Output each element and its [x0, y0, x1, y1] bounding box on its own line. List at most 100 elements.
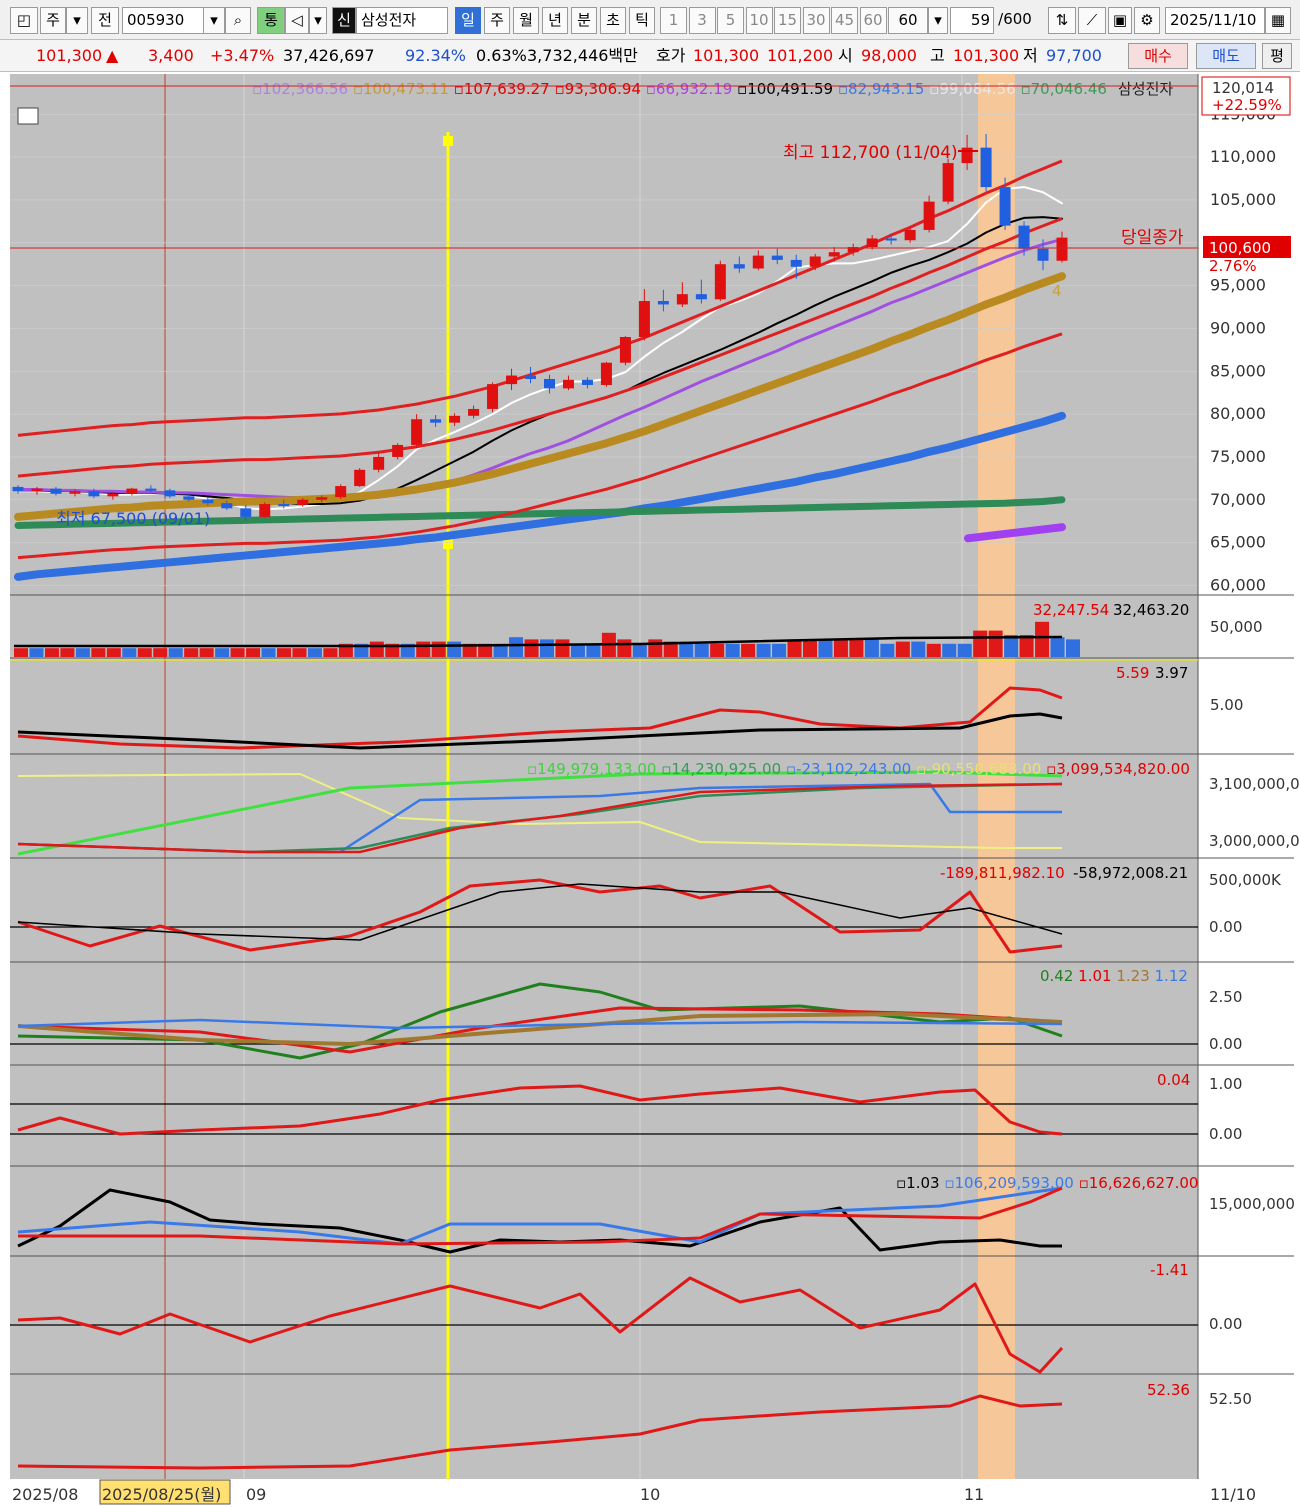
- price-tick-label: 70,000: [1210, 490, 1266, 509]
- date-input[interactable]: 2025/11/10: [1165, 7, 1265, 34]
- close-label: 당일종가: [1121, 228, 1184, 248]
- price-tick-label: 90,000: [1210, 318, 1266, 337]
- volume-bar: [1066, 639, 1080, 657]
- window-icon[interactable]: ◰: [10, 7, 38, 34]
- panel8-blue-line: [17, 1186, 1063, 1246]
- header-value: ▫107,639.27: [449, 80, 550, 98]
- interval-button[interactable]: 60: [859, 7, 887, 34]
- line-tool-icon[interactable]: ⟋: [1078, 7, 1106, 34]
- header-value: ▫99,084.56: [924, 80, 1015, 98]
- interval-button[interactable]: 30: [802, 7, 830, 34]
- period-tab[interactable]: 일: [455, 7, 481, 34]
- volume-bar: [199, 648, 214, 657]
- panel6-values: 0.42 1.01 1.23 1.12: [1040, 967, 1188, 985]
- low-label: 저: [1023, 46, 1038, 65]
- ma-line-ma-20: [16, 237, 1064, 501]
- header-value: ▫-23,102,243.00: [781, 760, 911, 778]
- panel8-black-line: [17, 1188, 1062, 1254]
- ma-line-ma-5: [17, 186, 1063, 511]
- candle-body: [221, 503, 233, 509]
- interval-button[interactable]: 10: [745, 7, 773, 34]
- panel10-axis-tick: 52.50: [1209, 1390, 1252, 1408]
- open-price: 98,000: [861, 46, 917, 65]
- save-icon[interactable]: ▣: [1108, 7, 1132, 34]
- market-type-button[interactable]: 주: [40, 7, 66, 34]
- panel5-value-1: -189,811,982.10: [940, 864, 1065, 882]
- volume-bar: [416, 641, 431, 657]
- panel8-red-line: [18, 1186, 1063, 1246]
- calendar-icon[interactable]: ▦: [1265, 7, 1291, 34]
- volume-bar: [942, 643, 957, 657]
- panel5-axis-tick-1: 500,000K: [1209, 871, 1282, 889]
- count-input[interactable]: 59: [950, 7, 994, 34]
- chevron-down-icon[interactable]: ▾: [203, 7, 225, 34]
- volume-bar: [540, 639, 554, 657]
- close-box: [1203, 236, 1291, 258]
- volume-bar: [447, 641, 462, 657]
- chart-tool-icon[interactable]: ⇅: [1048, 7, 1076, 34]
- interval-button[interactable]: 5: [717, 7, 744, 34]
- volume-bar: [493, 643, 508, 657]
- candle-body: [714, 264, 726, 300]
- chevron-down-icon[interactable]: ▾: [928, 7, 948, 34]
- candle-body: [449, 415, 461, 423]
- search-icon[interactable]: ⌕: [225, 7, 251, 34]
- panel3-black-line: [17, 712, 1063, 750]
- tong-button[interactable]: 통: [257, 7, 285, 34]
- volume-bar: [555, 639, 570, 657]
- period-tab[interactable]: 틱: [629, 7, 655, 34]
- stock-name[interactable]: 삼성전자: [356, 7, 448, 34]
- panel4-yellow-line: [17, 773, 1062, 849]
- header-value: 1.01: [1073, 967, 1111, 985]
- code-input[interactable]: 005930: [122, 7, 204, 34]
- price-tick-label: 95,000: [1210, 276, 1266, 295]
- current-price: 101,300: [36, 46, 103, 65]
- projection-line: [964, 523, 1066, 543]
- candle-body: [240, 508, 252, 517]
- speaker-icon[interactable]: ◁: [285, 7, 309, 34]
- volume-bar: [137, 648, 152, 657]
- candle-body: [676, 294, 688, 305]
- price-tick-label: 65,000: [1210, 533, 1266, 552]
- chevron-down-icon[interactable]: ▾: [309, 7, 327, 34]
- period-tab[interactable]: 주: [484, 7, 510, 34]
- header-value: 1.12: [1150, 967, 1188, 985]
- candle-body: [506, 375, 518, 385]
- date-axis: 2025/08 2025/08/25(월) 09 10 11 11/10: [12, 1479, 1256, 1505]
- period-tab[interactable]: 초: [600, 7, 626, 34]
- price-tick-label: 75,000: [1210, 447, 1266, 466]
- volume-ma-line: [14, 635, 1063, 648]
- period-tab[interactable]: 분: [571, 7, 597, 34]
- header-value: ▫1.03: [896, 1174, 940, 1192]
- interval-button[interactable]: 3: [688, 7, 716, 34]
- gear-icon[interactable]: ⚙: [1134, 7, 1160, 34]
- interval-button[interactable]: 15: [774, 7, 801, 34]
- volume: 37,426,697: [283, 46, 375, 65]
- avg-button[interactable]: 평: [1262, 43, 1292, 69]
- prev-button[interactable]: 전: [91, 7, 119, 34]
- period-tab[interactable]: 월: [513, 7, 539, 34]
- volume-bar: [168, 648, 183, 657]
- panel7-red-line: [17, 1084, 1063, 1136]
- volume-bar: [818, 639, 833, 657]
- header-value: ▫93,306.94: [550, 80, 641, 98]
- candle-body: [50, 488, 62, 494]
- high-annotation: 최고 112,700 (11/04): [783, 143, 958, 163]
- interval-button[interactable]: 1: [660, 7, 687, 34]
- volume-bar: [895, 641, 910, 657]
- interval-select[interactable]: 60: [888, 7, 928, 34]
- candle-body: [847, 247, 859, 253]
- yellow-marker-bottom: [443, 539, 453, 549]
- candle-body: [771, 255, 783, 260]
- chevron-down-icon[interactable]: ▾: [66, 7, 88, 34]
- chart-area[interactable]: 115,000110,000105,000100,00095,00090,000…: [0, 72, 1300, 1507]
- buy-button[interactable]: 매수: [1128, 43, 1188, 69]
- sell-button[interactable]: 매도: [1196, 43, 1256, 69]
- volume-bar: [75, 648, 90, 657]
- interval-button[interactable]: 45: [831, 7, 858, 34]
- panel7-axis-tick-2: 0.00: [1209, 1125, 1242, 1143]
- period-tab[interactable]: 년: [542, 7, 568, 34]
- panel7-value: 0.04: [1157, 1071, 1190, 1089]
- volume-bar: [106, 648, 121, 657]
- panel8-axis-tick: 15,000,000: [1209, 1195, 1295, 1213]
